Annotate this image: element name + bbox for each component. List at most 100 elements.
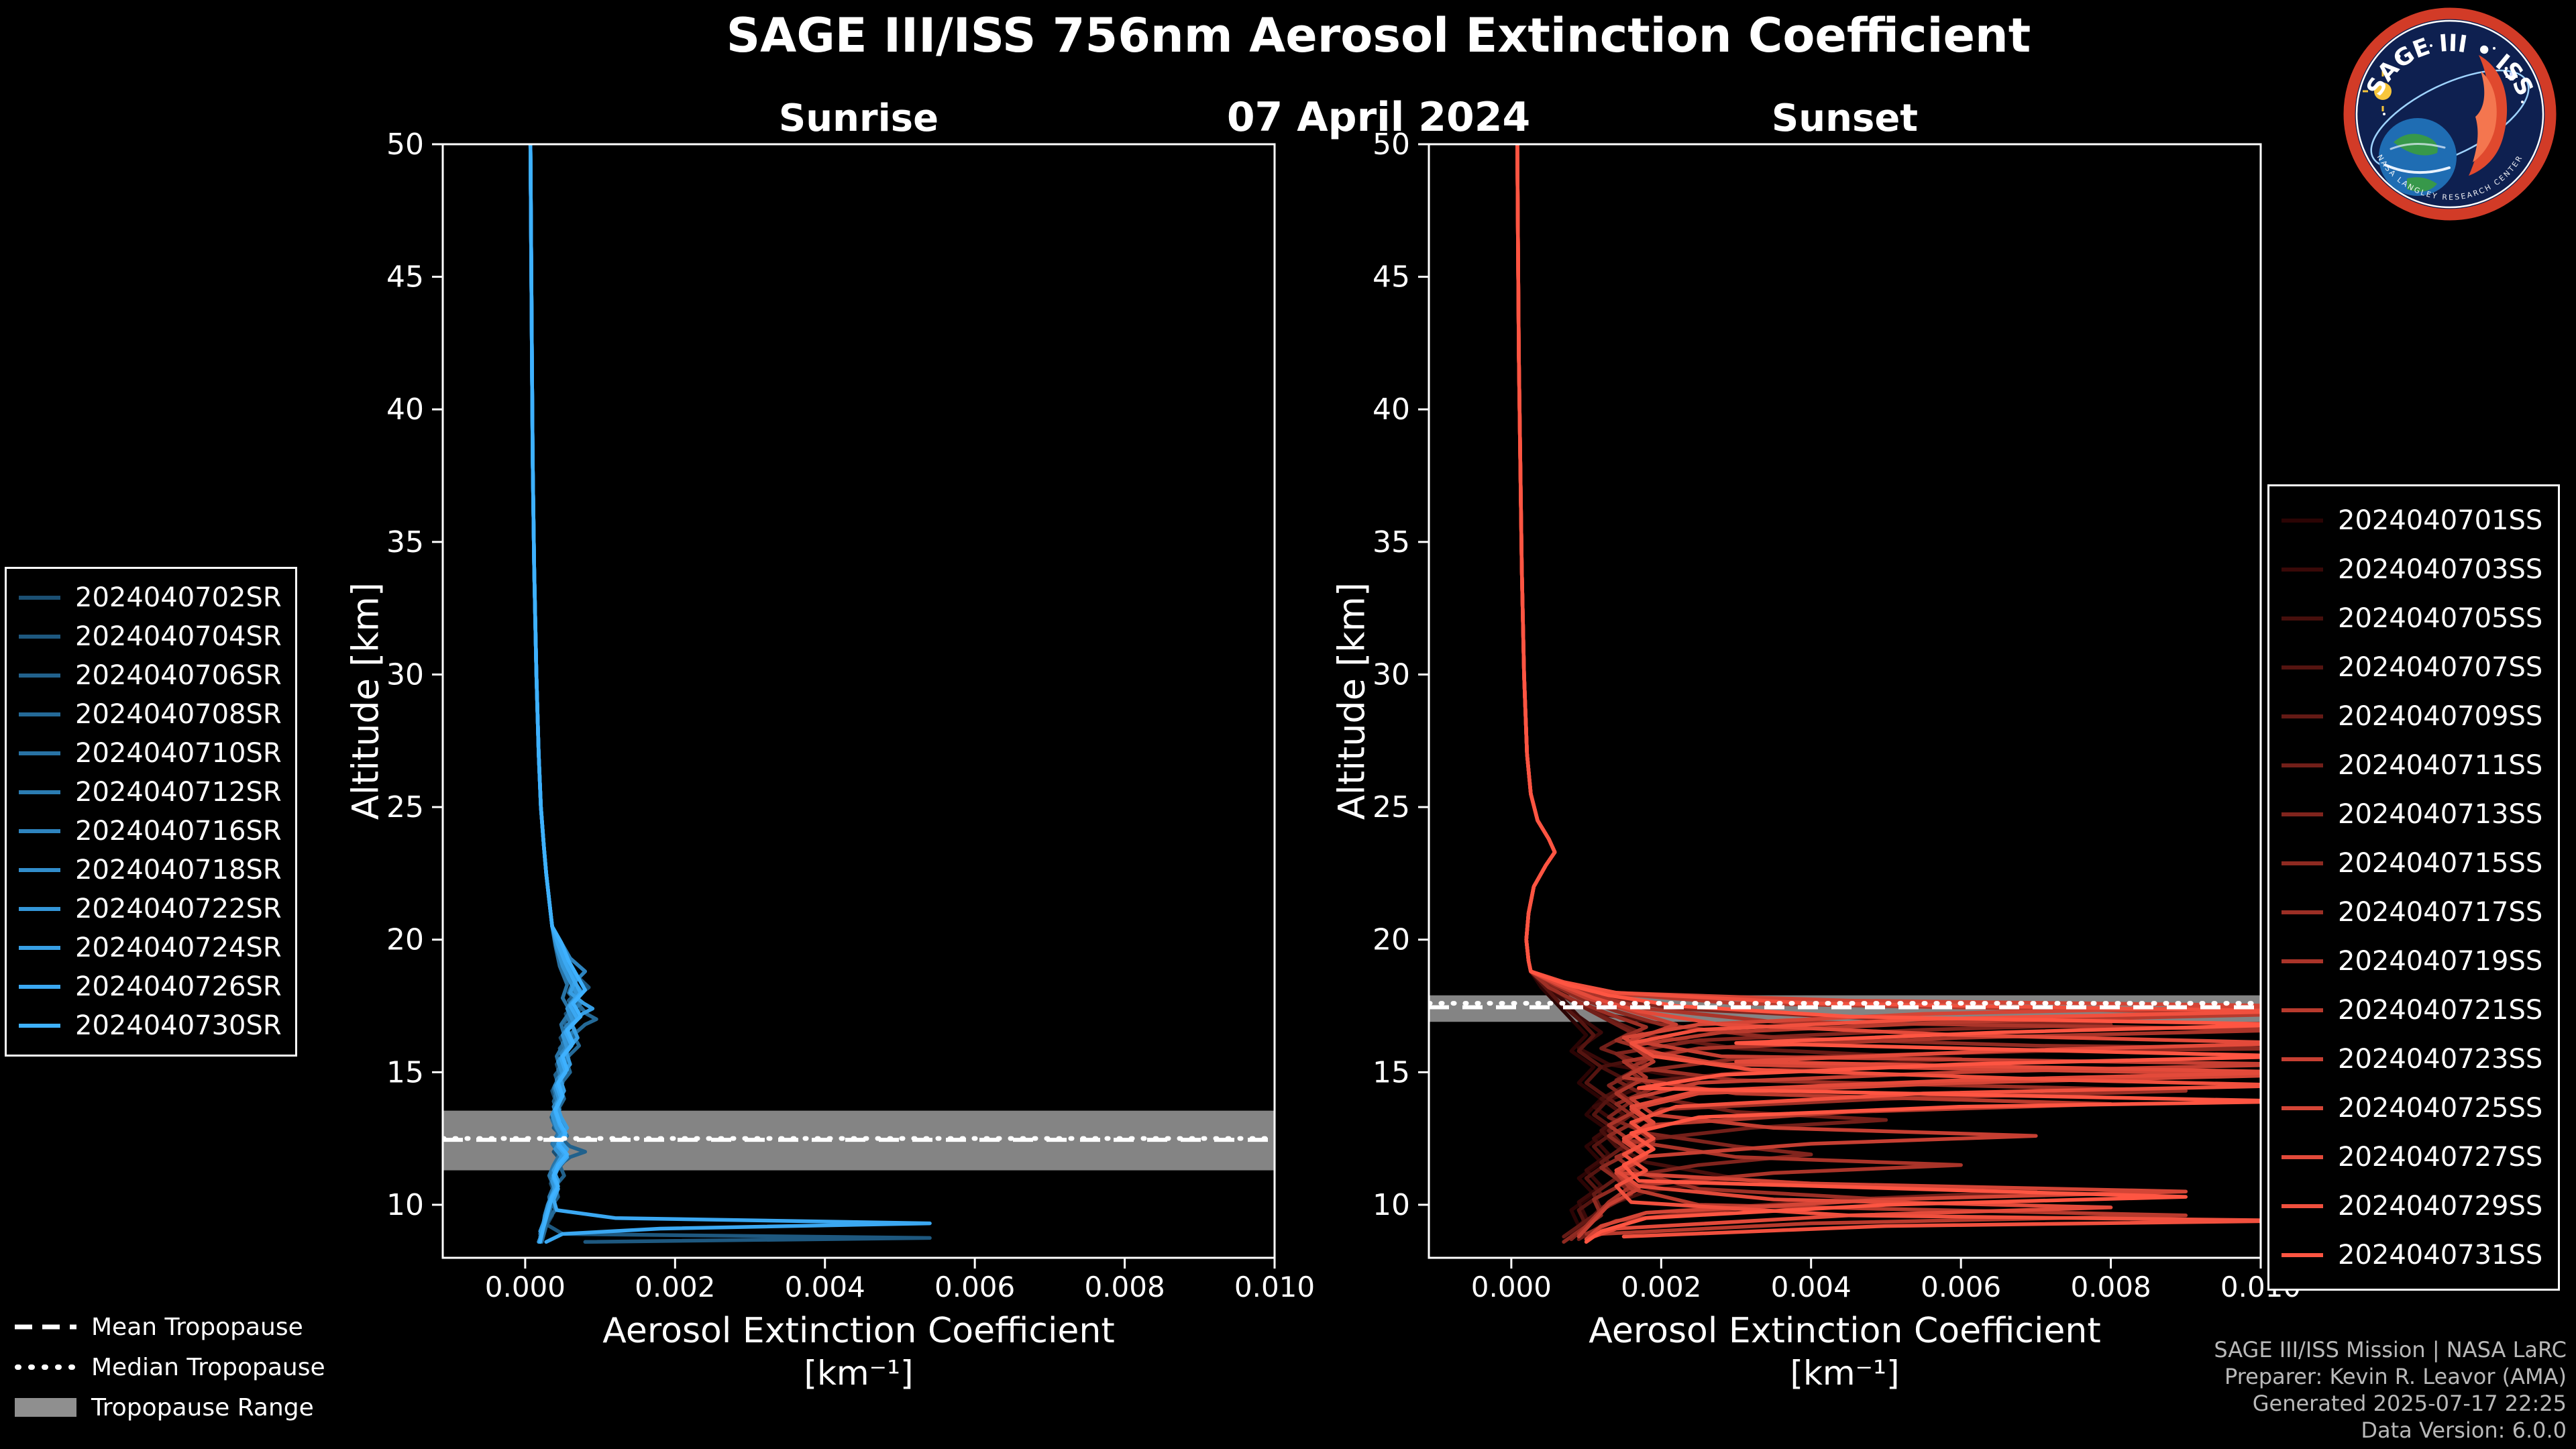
sunrise-legend: 2024040702SR 2024040704SR 2024040706SR 2024… [5, 567, 297, 1057]
sunset-plot-svg: 0.000 0.002 0.004 0.006 0.008 0.0101015202530… [1373, 127, 2301, 1303]
logo-figure-highlight [2473, 71, 2497, 162]
legend-label: 2024040731SS [2338, 1239, 2543, 1271]
legend-item-2024040706SR: 2024040706SR [19, 656, 283, 695]
legend-label: 2024040721SS [2338, 994, 2543, 1026]
legend-swatch [2282, 1252, 2323, 1257]
legend-item-2024040718SR: 2024040718SR [19, 851, 283, 890]
legend-item-2024040722SR: 2024040722SR [19, 890, 283, 928]
legend-item-2024040726SR: 2024040726SR [19, 967, 283, 1006]
plot-frame [441, 143, 1276, 1259]
y-tick-label: 20 [1373, 923, 1410, 957]
dashed-line-swatch [15, 1324, 76, 1330]
figure-date: 07 April 2024 [1226, 94, 1531, 141]
legend-swatch [19, 674, 60, 678]
profile-2024040704SR [528, 144, 932, 1244]
legend-label: 2024040724SR [75, 932, 282, 963]
y-tick-label: 30 [1373, 657, 1410, 692]
legend-label: 2024040709SS [2338, 700, 2543, 732]
legend-swatch [2282, 959, 2323, 963]
tropopause-legend: Mean Tropopause Median Tropopause Tropop… [15, 1307, 325, 1428]
legend-item-2024040701SS: 2024040701SS [2282, 496, 2546, 545]
profile-2024040707SS [1515, 144, 1619, 1242]
legend-swatch [2282, 665, 2323, 669]
legend-label: 2024040704SR [75, 621, 282, 652]
legend-item-2024040716SR: 2024040716SR [19, 812, 283, 851]
legend-label: 2024040725SS [2338, 1092, 2543, 1124]
x-tick-label: 0.010 [1234, 1271, 1315, 1303]
legend-swatch [19, 1024, 60, 1028]
y-tick-label: 40 [386, 392, 424, 427]
legend-swatch [19, 946, 60, 950]
legend-label: 2024040711SS [2338, 749, 2543, 781]
legend-item-2024040727SS: 2024040727SS [2282, 1132, 2546, 1181]
legend-item-2024040730SR: 2024040730SR [19, 1006, 283, 1045]
legend-swatch [19, 712, 60, 716]
sunset-legend: 2024040701SS 2024040703SS 2024040705SS 2024… [2267, 484, 2560, 1291]
legend-swatch [2282, 812, 2323, 816]
legend-item-2024040725SS: 2024040725SS [2282, 1083, 2546, 1132]
y-tick-label: 50 [1373, 127, 1410, 162]
legend-item-2024040724SR: 2024040724SR [19, 928, 283, 967]
credit-data-version: Data Version: 6.0.0 [2361, 1417, 2567, 1443]
legend-label: 2024040716SR [75, 816, 282, 847]
sun-icon [2363, 71, 2392, 111]
legend-item-2024040719SS: 2024040719SS [2282, 936, 2546, 985]
y-tick-label: 35 [386, 525, 424, 559]
legend-item-2024040723SS: 2024040723SS [2282, 1034, 2546, 1083]
y-tick-label: 25 [1373, 790, 1410, 824]
legend-item-2024040709SS: 2024040709SS [2282, 692, 2546, 741]
sunrise-plot-svg: 0.000 0.002 0.004 0.006 0.008 0.010 10 15 20 25 30… [386, 127, 1315, 1303]
tropopause-range-label: Tropopause Range [91, 1393, 314, 1421]
legend-label: 2024040707SS [2338, 651, 2543, 683]
sunset-plot: 0.000 0.002 0.004 0.006 0.008 0.010 10 15 20 25 30… [1373, 127, 2301, 1303]
y-tick-label: 10 [386, 1188, 424, 1222]
panel-title-sunrise: Sunrise [778, 97, 939, 140]
credit-preparer: Preparer: Kevin R. Leavor (AMA) [2224, 1364, 2567, 1389]
y-tick-label: 20 [386, 923, 424, 957]
profile-2024040713SS [1515, 144, 2113, 1242]
legend-item-2024040715SS: 2024040715SS [2282, 839, 2546, 888]
x-tick-label: 0.006 [1921, 1271, 2001, 1303]
legend-label: 2024040727SS [2338, 1141, 2543, 1173]
legend-item-2024040704SR: 2024040704SR [19, 617, 283, 656]
x-tick-label: 0.002 [635, 1271, 715, 1303]
legend-label: 2024040705SS [2338, 602, 2543, 634]
credits: SAGE III/ISS Mission | NASA LaRC Prepare… [2214, 1336, 2567, 1444]
legend-label: 2024040729SS [2338, 1190, 2543, 1222]
legend-item-2024040713SS: 2024040713SS [2282, 790, 2546, 839]
profile-2024040726SR [528, 144, 932, 1244]
credit-mission: SAGE III/ISS Mission | NASA LaRC [2214, 1337, 2567, 1362]
y-tick-label: 45 [386, 260, 424, 294]
logo-inner-ring [2355, 19, 2544, 209]
legend-label: 2024040718SR [75, 855, 282, 885]
y-tick-label: 45 [1373, 260, 1410, 294]
legend-label: 2024040703SS [2338, 553, 2543, 585]
legend-item-2024040721SS: 2024040721SS [2282, 985, 2546, 1034]
legend-item-2024040707SS: 2024040707SS [2282, 643, 2546, 692]
y-tick-label: 15 [386, 1055, 424, 1089]
legend-label: 2024040726SR [75, 971, 282, 1002]
legend-item-2024040710SR: 2024040710SR [19, 734, 283, 773]
legend-swatch [2282, 1057, 2323, 1061]
x-tick-label: 0.000 [1471, 1271, 1552, 1303]
legend-swatch [2282, 1203, 2323, 1208]
plot-frame [1428, 143, 2262, 1259]
x-tick-label: 0.004 [785, 1271, 865, 1303]
x-axis-label-unit: [km⁻¹] [804, 1354, 914, 1393]
profile-2024040731SS [1515, 144, 2261, 1244]
legend-swatch [19, 907, 60, 911]
legend-label: 2024040706SR [75, 660, 282, 691]
legend-swatch [19, 868, 60, 872]
median-tropopause-label: Median Tropopause [91, 1353, 325, 1381]
y-tick-label: 10 [1373, 1188, 1410, 1222]
legend-swatch [19, 596, 60, 600]
x-tick-label: 0.006 [934, 1271, 1015, 1303]
sage-iss-mission-patch-logo: SAGE III • ISS NASA LANGLEY RESEARCH CEN… [2343, 7, 2557, 221]
y-tick-label: 35 [1373, 525, 1410, 559]
profile-2024040730SR [528, 144, 588, 1244]
y-tick-label: 50 [386, 127, 424, 162]
legend-item-2024040717SS: 2024040717SS [2282, 888, 2546, 936]
iss-orbit-line [2370, 69, 2530, 170]
legend-swatch [2282, 1155, 2323, 1159]
